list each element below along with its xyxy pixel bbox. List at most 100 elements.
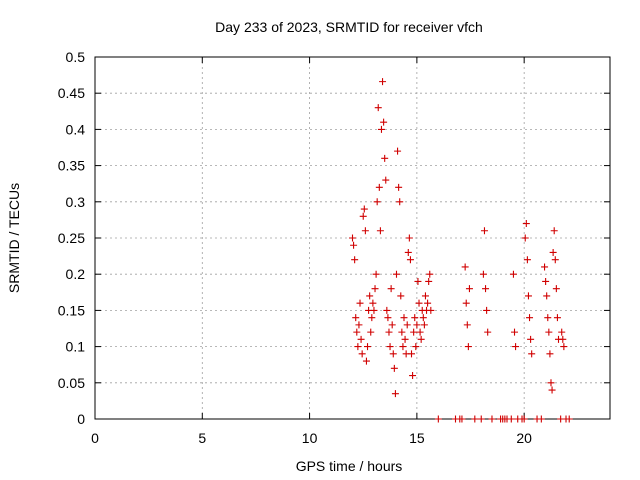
y-tick-label: 0.45 (58, 85, 85, 101)
data-point (461, 263, 469, 271)
data-point (396, 198, 404, 206)
data-point (392, 270, 400, 278)
data-point (367, 328, 375, 336)
data-point (370, 306, 378, 314)
data-point (350, 241, 358, 249)
data-point (355, 321, 363, 329)
data-point (484, 328, 492, 336)
data-point (404, 248, 412, 256)
data-point (552, 285, 560, 293)
x-tick-label: 0 (91, 430, 99, 446)
data-point (351, 256, 359, 264)
grid (95, 57, 610, 419)
data-point (542, 277, 550, 285)
data-point (368, 314, 376, 322)
data-point (400, 314, 408, 322)
x-tick-label: 15 (409, 430, 425, 446)
data-point (377, 125, 385, 133)
data-point (421, 292, 429, 300)
data-point (361, 227, 369, 235)
data-point (559, 335, 567, 343)
data-point (558, 328, 566, 336)
chart-title: Day 233 of 2023, SRMTID for receiver vfc… (215, 19, 483, 35)
data-point (410, 328, 418, 336)
data-point (397, 292, 405, 300)
data-point (366, 292, 374, 300)
data-point (427, 306, 435, 314)
y-tick-label: 0.25 (58, 230, 85, 246)
data-point (565, 415, 573, 423)
data-point (550, 227, 558, 235)
data-point (553, 314, 561, 322)
y-tick-label: 0.35 (58, 158, 85, 174)
data-point (386, 343, 394, 351)
data-point (384, 314, 392, 322)
data-point (477, 415, 485, 423)
data-point (411, 314, 419, 322)
data-point (375, 183, 383, 191)
data-point (419, 314, 427, 322)
data-point (480, 227, 488, 235)
data-points (349, 78, 573, 423)
data-point (385, 328, 393, 336)
x-tick-label: 20 (516, 430, 532, 446)
data-point (414, 277, 422, 285)
data-point (417, 335, 425, 343)
data-point (398, 328, 406, 336)
y-tick-label: 0.05 (58, 375, 85, 391)
y-tick-label: 0.4 (66, 121, 86, 137)
data-point (373, 198, 381, 206)
y-tick-label: 0.5 (66, 49, 86, 65)
data-point (546, 350, 554, 358)
data-point (399, 343, 407, 351)
data-point (479, 270, 487, 278)
data-point (408, 350, 416, 358)
data-point (543, 292, 551, 300)
data-point (381, 154, 389, 162)
data-point (369, 299, 377, 307)
data-point (415, 299, 423, 307)
data-point (353, 328, 361, 336)
data-point (522, 220, 530, 228)
y-tick-label: 0.1 (66, 339, 86, 355)
data-point (551, 256, 559, 264)
data-point (391, 390, 399, 398)
data-point (362, 357, 370, 365)
data-point (434, 415, 442, 423)
data-point (527, 335, 535, 343)
data-point (412, 343, 420, 351)
data-point (560, 343, 568, 351)
y-tick-label: 0.2 (66, 266, 86, 282)
data-point (521, 234, 529, 242)
data-point (401, 335, 409, 343)
data-point (356, 299, 364, 307)
data-point (464, 343, 472, 351)
data-point (544, 314, 552, 322)
data-point (420, 321, 428, 329)
data-point (512, 343, 520, 351)
data-point (388, 321, 396, 329)
data-point (354, 343, 362, 351)
x-tick-label: 10 (302, 430, 318, 446)
y-tick-label: 0.3 (66, 194, 86, 210)
data-point (382, 176, 390, 184)
data-point (380, 118, 388, 126)
data-point (360, 205, 368, 213)
data-point (549, 248, 557, 256)
data-point (349, 234, 356, 242)
data-point (374, 104, 382, 112)
data-point (471, 415, 479, 423)
x-tick-label: 5 (198, 430, 206, 446)
data-point (523, 256, 531, 264)
data-point (379, 78, 387, 86)
data-point (390, 364, 398, 372)
y-tick-label: 0 (77, 411, 85, 427)
data-point (463, 321, 471, 329)
data-point (413, 321, 421, 329)
data-point (395, 183, 403, 191)
data-point (483, 306, 491, 314)
data-point (389, 350, 397, 358)
data-point (372, 270, 380, 278)
data-point (383, 306, 391, 314)
